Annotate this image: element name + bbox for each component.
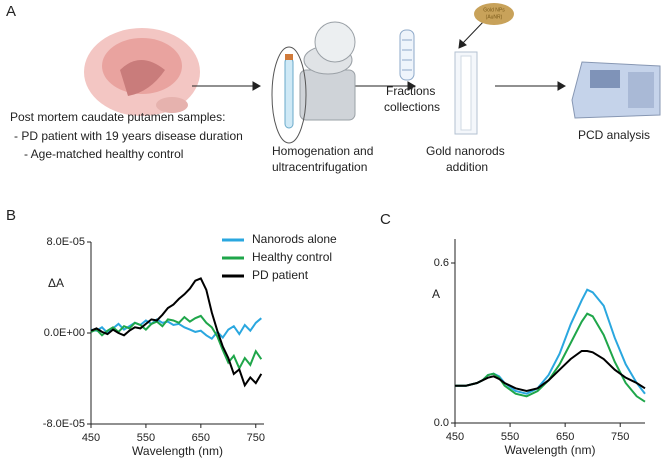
panel-label: A <box>6 3 16 20</box>
x-tick-label: 550 <box>137 432 155 444</box>
x-tick-label: 650 <box>556 431 574 443</box>
x-tick-label: 550 <box>501 431 519 443</box>
y-tick-label: -8.0E-05 <box>43 418 85 430</box>
sample-text: - PD patient with 19 years disease durat… <box>14 129 243 143</box>
legend-label: Nanorods alone <box>252 232 337 246</box>
tube-icon <box>399 29 415 81</box>
data-line <box>90 277 263 388</box>
spectrometer-icon <box>571 61 661 119</box>
y-tick-label: 0.6 <box>434 257 449 269</box>
x-tick-label: 450 <box>82 432 100 444</box>
panel-label: B <box>6 207 16 224</box>
data-line <box>90 314 263 371</box>
data-line <box>90 317 262 341</box>
step-text: Fractions <box>386 84 435 98</box>
sample-text: - Age-matched healthy control <box>24 147 183 161</box>
step-text: Homogenation and <box>272 144 373 158</box>
step-text: ultracentrifugation <box>272 160 367 174</box>
data-line <box>455 312 646 403</box>
x-axis-label: Wavelength (nm) <box>505 443 596 457</box>
panel-label: C <box>380 211 391 228</box>
x-tick-label: 450 <box>446 431 464 443</box>
legend-label: PD patient <box>252 268 309 282</box>
y-tick-label: 0.0 <box>434 417 449 429</box>
centrifuge-icon <box>271 21 356 144</box>
x-tick-label: 750 <box>611 431 629 443</box>
x-tick-label: 650 <box>192 432 210 444</box>
y-tick-label: 8.0E-05 <box>46 236 85 248</box>
gold-np-icon <box>474 3 514 25</box>
y-tick-label: 0.0E+00 <box>44 327 85 339</box>
legend-label: Healthy control <box>252 250 332 264</box>
data-line <box>455 350 646 393</box>
y-axis-label: ΔA <box>48 276 64 290</box>
brain-icon <box>84 28 200 116</box>
cuvette-icon <box>454 51 478 135</box>
step-text: collections <box>384 100 440 114</box>
step-text: Gold nanorods <box>426 144 505 158</box>
gold-np-text: Gold NPs <box>483 7 505 13</box>
step-text: addition <box>446 160 488 174</box>
y-axis-label: A <box>432 287 440 301</box>
x-axis-label: Wavelength (nm) <box>132 444 223 458</box>
sample-text: Post mortem caudate putamen samples: <box>10 110 225 124</box>
arrow <box>192 19 567 91</box>
gold-np-text: (AuNR) <box>486 14 503 20</box>
step-text: PCD analysis <box>578 128 650 142</box>
x-tick-label: 750 <box>247 432 265 444</box>
